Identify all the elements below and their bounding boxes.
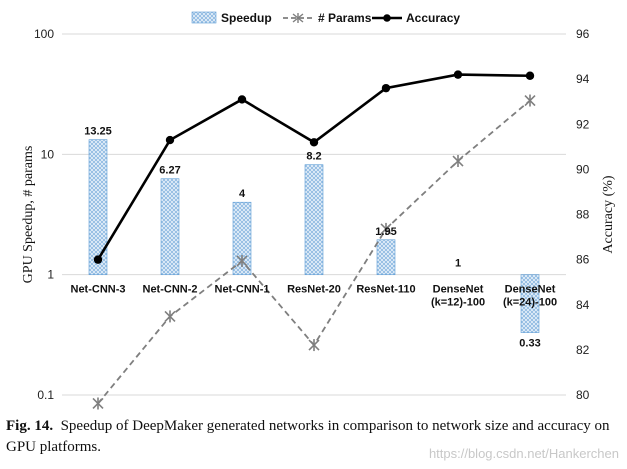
right-tick-label: 90 <box>576 162 590 176</box>
axes: 0.1 1 10 100 80 82 84 86 88 90 92 94 96 Net-CNN-3 Net-… <box>21 27 616 402</box>
category-label: DenseNet <box>505 284 556 296</box>
params-marker <box>524 94 536 107</box>
speedup-bar <box>520 274 540 333</box>
caption-text: Speedup of DeepMaker generated networks … <box>6 418 610 455</box>
category-label: ResNet-110 <box>356 284 415 296</box>
speedup-bar <box>160 178 180 275</box>
legend-accuracy-marker <box>383 14 391 22</box>
legend-accuracy-label: Accuracy <box>406 11 460 25</box>
left-tick-label: 10 <box>41 147 55 161</box>
speedup-bar <box>304 164 324 275</box>
params-marker <box>452 155 464 168</box>
speedup-data-label: 13.25 <box>84 126 112 138</box>
right-tick-label: 84 <box>576 298 590 312</box>
right-tick-label: 82 <box>576 343 590 357</box>
legend-speedup-swatch <box>191 11 217 24</box>
accuracy-marker <box>525 71 535 80</box>
legend-speedup-label: Speedup <box>221 11 272 25</box>
speedup-data-label: 8.2 <box>306 151 321 163</box>
right-tick-label: 92 <box>576 117 590 131</box>
params-marker <box>164 310 176 323</box>
accuracy-marker <box>453 70 463 79</box>
left-tick-label: 100 <box>34 27 54 41</box>
params-marker <box>92 397 104 410</box>
accuracy-marker <box>237 95 247 104</box>
speedup-data-label: 0.33 <box>519 338 540 350</box>
accuracy-marker <box>309 138 319 147</box>
right-tick-label: 94 <box>576 72 590 86</box>
params-marker <box>308 339 320 352</box>
category-label: Net-CNN-3 <box>71 284 126 296</box>
category-label: ResNet-20 <box>287 284 341 296</box>
grid-lines <box>62 33 566 396</box>
right-tick-label: 80 <box>576 388 590 402</box>
speedup-data-label: 6.27 <box>159 165 180 177</box>
accuracy-marker <box>381 83 391 93</box>
right-tick-label: 96 <box>576 27 590 41</box>
legend: Speedup # Params Accuracy <box>191 11 460 25</box>
data-labels: 13.25 6.27 4 8.2 1.95 1 0.33 <box>84 126 540 350</box>
speedup-data-label: 1 <box>455 258 461 270</box>
params-series <box>92 94 536 410</box>
caption-label: Fig. 14. <box>6 418 54 434</box>
watermark: https://blog.csdn.net/Hankerchen <box>428 446 619 461</box>
left-tick-label: 0.1 <box>37 388 54 402</box>
category-label: Net-CNN-1 <box>215 284 270 296</box>
right-tick-label: 86 <box>576 253 590 267</box>
category-label: (k=24)-100 <box>503 297 557 309</box>
legend-params-marker <box>292 13 304 23</box>
accuracy-marker <box>93 255 103 264</box>
speedup-data-label: 1.95 <box>375 226 396 238</box>
right-tick-label: 88 <box>576 208 590 222</box>
params-marker <box>380 222 392 235</box>
legend-params-label: # Params <box>318 11 372 25</box>
speedup-data-label: 4 <box>239 188 246 200</box>
category-label: Net-CNN-2 <box>143 284 198 296</box>
speedup-bar <box>88 139 108 275</box>
figure-caption: Fig. 14. Speedup of DeepMaker generated … <box>6 416 621 458</box>
params-marker <box>236 254 248 267</box>
speedup-bar <box>376 239 396 275</box>
category-label: (k=12)-100 <box>431 297 485 309</box>
left-tick-label: 1 <box>47 268 54 282</box>
category-label: DenseNet <box>433 284 484 296</box>
left-axis-title: GPU Speedup, # params <box>21 146 36 284</box>
accuracy-series <box>93 70 535 264</box>
right-axis-title: Accuracy (%) <box>601 175 616 253</box>
chart: 13.25 6.27 4 8.2 1.95 1 0.33 0.1 1 10 100 80 82 84 86… <box>21 11 616 410</box>
accuracy-marker <box>165 135 175 145</box>
